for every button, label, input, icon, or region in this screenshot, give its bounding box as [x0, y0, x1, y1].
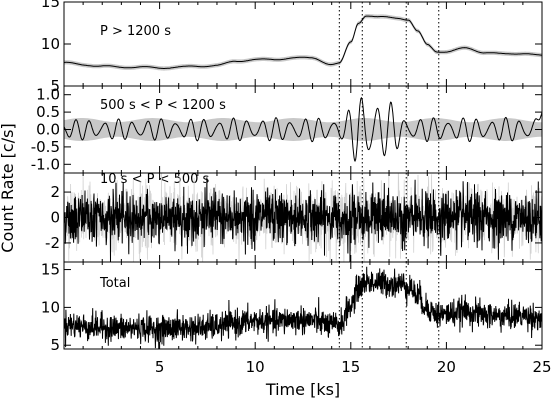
panel-2: 500 s < P < 1200 s -1.0-0.50.00.51.0	[31, 85, 543, 174]
y-tick-label: 10	[41, 35, 60, 53]
y-tick-label: 2	[50, 183, 60, 201]
y-tick-label: 15	[41, 0, 60, 11]
x-tick-label: 25	[532, 358, 551, 376]
y-tick-label: 0.5	[36, 103, 60, 121]
x-tick-labels: 5 10 15 20 25	[155, 358, 552, 376]
x-axis-label: Time [ks]	[265, 380, 340, 399]
y-axis-label: Count Rate [c/s]	[0, 123, 17, 252]
y-tick-label: -1.0	[31, 155, 60, 173]
y-tick-label: 10	[41, 298, 60, 316]
y-tick-label: 0.0	[36, 121, 60, 139]
panel-3-plot-area	[64, 173, 542, 262]
panel-1: P > 1200 s 5 10 15	[41, 0, 543, 95]
y-tick-label: 1.0	[36, 86, 60, 104]
panel-4: Total 5 10 15	[41, 261, 543, 354]
x-tick-label: 20	[437, 358, 456, 376]
y-tick-label: 5	[50, 336, 60, 354]
panel-3: 10 s < P < 500 s -2 0 2	[45, 172, 543, 263]
panel-frame	[63, 261, 543, 350]
x-tick-label: 15	[341, 358, 360, 376]
y-tick-label: 15	[41, 261, 60, 279]
y-tick-label: 5	[50, 77, 60, 95]
y-tick-label: 0	[50, 209, 60, 227]
y-tick-label: -0.5	[31, 138, 60, 156]
panel-frame	[63, 1, 543, 87]
x-tick-label: 10	[246, 358, 265, 376]
panel-3-title: 10 s < P < 500 s	[100, 172, 210, 187]
y-tick-label: -2	[45, 234, 60, 252]
series-line	[64, 266, 542, 349]
panel-2-title: 500 s < P < 1200 s	[100, 98, 226, 113]
x-tick-label: 5	[155, 358, 165, 376]
uncertainty-band	[64, 14, 542, 71]
panel-4-plot-area	[64, 266, 542, 349]
panel-2-plot-area	[64, 96, 542, 163]
panel-4-title: Total	[99, 276, 130, 291]
series-line	[64, 96, 542, 163]
panel-1-plot-area	[64, 14, 542, 71]
series-line	[64, 15, 542, 69]
series-line	[64, 177, 542, 262]
panel-1-title: P > 1200 s	[100, 24, 171, 39]
